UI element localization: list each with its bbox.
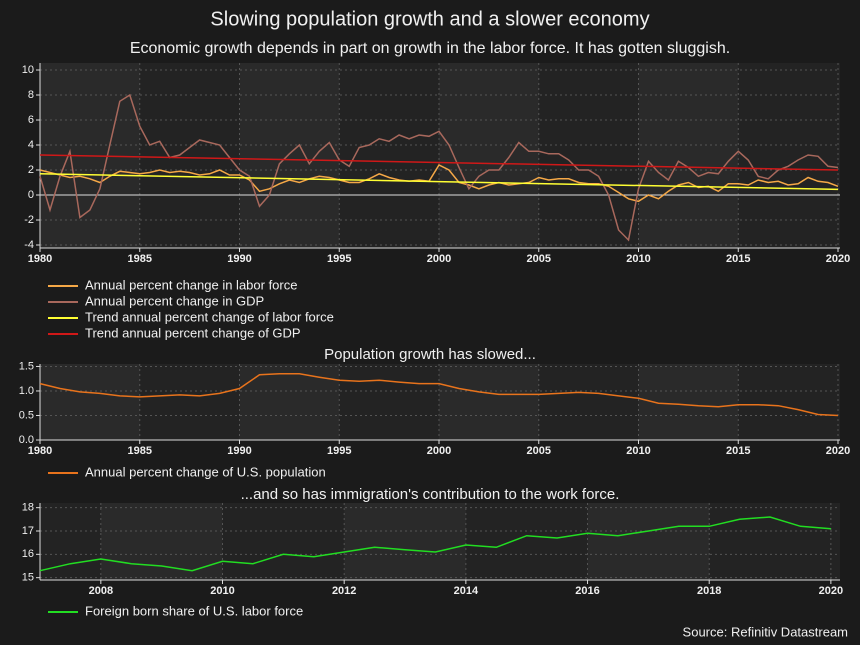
x-tick-label: 2010	[626, 445, 650, 457]
y-tick-label: -4	[24, 239, 34, 251]
plot-band	[100, 503, 223, 580]
legend-label: Annual percent change in labor force	[85, 277, 297, 292]
y-tick-label: 2	[28, 164, 34, 176]
x-tick-label: 2014	[454, 585, 479, 597]
x-tick-label: 2008	[89, 585, 113, 597]
plot-band	[587, 503, 710, 580]
series-line	[39, 373, 839, 417]
x-tick-label: 1990	[227, 253, 251, 265]
y-tick-label: 15	[22, 572, 34, 584]
source: Source: Refinitiv Datastream	[683, 624, 848, 639]
series-line	[39, 93, 839, 242]
y-tick-label: 8	[28, 89, 34, 101]
x-tick-label: 1995	[327, 253, 351, 265]
x-tick-label: 2005	[527, 253, 551, 265]
chart-subtitle: Economic growth depends in part on growt…	[130, 40, 730, 57]
plot-band	[239, 364, 340, 440]
y-tick-label: 0.5	[19, 409, 34, 421]
x-tick-label: 2020	[826, 445, 850, 457]
x-tick-label: 1995	[327, 445, 351, 457]
x-tick-label: 1985	[128, 445, 152, 457]
y-tick-label: 10	[22, 64, 34, 76]
panel-title: Population growth has slowed...	[324, 346, 536, 363]
y-tick-label: 17	[22, 525, 34, 537]
legend-label: Foreign born share of U.S. labor force	[85, 603, 303, 618]
y-tick-label: 6	[28, 114, 34, 126]
x-tick-label: 1990	[227, 445, 251, 457]
panel-title: ...and so has immigration's contribution…	[241, 486, 620, 503]
plot-band	[40, 364, 140, 440]
plot-band	[239, 63, 340, 248]
plot-band	[638, 63, 739, 248]
x-tick-label: 2016	[575, 585, 599, 597]
plot-band	[439, 364, 539, 440]
series-line	[39, 173, 839, 191]
x-tick-label: 2010	[210, 585, 234, 597]
x-tick-label: 2000	[427, 445, 451, 457]
legend-label: Trend annual percent change of GDP	[85, 325, 301, 340]
legend-label: Annual percent change in GDP	[85, 293, 264, 308]
x-tick-label: 2020	[819, 585, 843, 597]
x-tick-label: 2010	[626, 253, 650, 265]
x-tick-label: 2015	[726, 253, 750, 265]
x-tick-label: 2005	[527, 445, 551, 457]
x-tick-label: 1980	[28, 445, 52, 457]
x-tick-label: 2018	[697, 585, 721, 597]
y-tick-label: 16	[22, 548, 34, 560]
y-tick-label: 4	[28, 139, 34, 151]
y-tick-label: 0	[28, 189, 34, 201]
legend-label: Annual percent change of U.S. population	[85, 464, 326, 479]
y-tick-label: 18	[22, 502, 34, 514]
x-tick-label: 2020	[826, 253, 850, 265]
plot-band	[439, 63, 539, 248]
x-tick-label: 2012	[332, 585, 356, 597]
y-tick-label: 0.0	[19, 434, 34, 446]
x-tick-label: 2000	[427, 253, 451, 265]
x-tick-label: 2015	[726, 445, 750, 457]
y-tick-label: -2	[24, 214, 34, 226]
legend-label: Trend annual percent change of labor for…	[85, 309, 334, 324]
y-tick-label: 1.5	[19, 360, 34, 372]
chart-title: Slowing population growth and a slower e…	[210, 8, 649, 30]
x-tick-label: 1985	[128, 253, 152, 265]
y-tick-label: 1.0	[19, 385, 34, 397]
plot-band	[344, 503, 466, 580]
series-line	[39, 516, 831, 572]
series-line	[39, 154, 839, 171]
x-tick-label: 1980	[28, 253, 52, 265]
